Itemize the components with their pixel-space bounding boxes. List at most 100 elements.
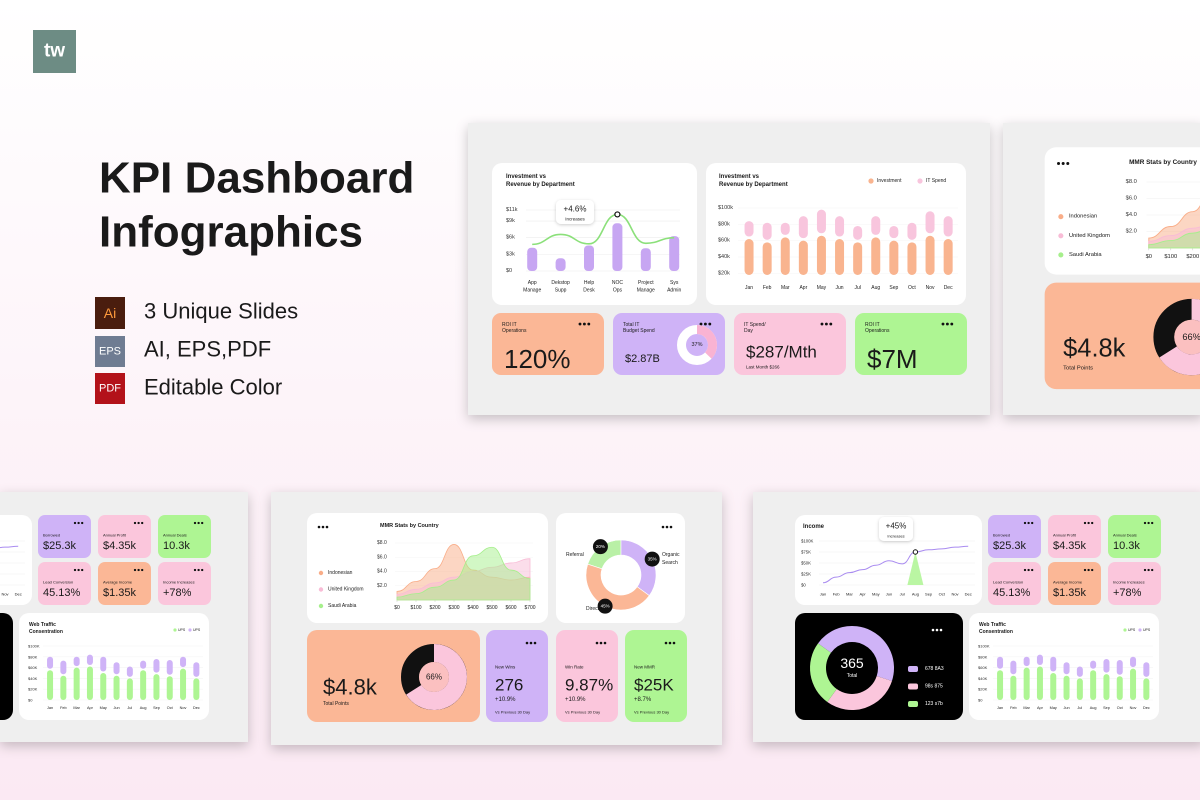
slide-content: MMR Stats by Country Indonesian United Kin…: [1044, 147, 1200, 390]
bar: [100, 673, 107, 700]
menu-dots: [820, 322, 833, 326]
legend-label: 98s 875: [925, 684, 943, 690]
y-tick-label: $6.0: [377, 554, 387, 560]
feature: Editable Color: [144, 375, 282, 400]
bar: [193, 662, 200, 677]
legend-label: Saudi Arabia: [1069, 252, 1102, 258]
dot: [1027, 521, 1030, 525]
y-tick-label: $0: [28, 698, 33, 703]
menu-dots: [1023, 568, 1034, 572]
bar: [1090, 660, 1097, 669]
dot: [1091, 568, 1094, 572]
badge-label: PDF: [99, 383, 121, 395]
legend-swatch: [318, 603, 324, 609]
kpi-value: 10.3k: [163, 540, 190, 552]
kpi-label: Operations: [865, 328, 890, 334]
x-tick-label: Manage: [523, 288, 541, 294]
bar: [1130, 656, 1137, 668]
badge: [95, 297, 125, 329]
dot: [1151, 521, 1154, 525]
bar: [889, 225, 899, 239]
bar: [997, 670, 1004, 700]
dot: [1147, 568, 1150, 572]
dot: [945, 322, 949, 326]
y-tick-label: $80k: [718, 221, 730, 227]
y-tick-label: $40K: [28, 676, 38, 681]
x-tick-label: Dec: [193, 706, 200, 710]
donut-label: 37%: [691, 342, 702, 348]
dot: [193, 568, 197, 572]
dot: [941, 322, 945, 326]
kpi-label: Income Increases: [163, 580, 195, 585]
bar: [943, 216, 953, 237]
kpi-label: Average Income: [103, 580, 133, 585]
segment-name: Referral: [566, 552, 584, 558]
segment-name: Search: [662, 560, 678, 566]
bar: [925, 211, 935, 234]
x-tick-label: May: [817, 285, 827, 291]
slide-content: Income$100K$75K$50K$25K$0JanFebMarAprMay…: [0, 515, 211, 720]
x-tick-label: $600: [505, 605, 516, 611]
bar: [1130, 668, 1137, 700]
bar: [86, 666, 93, 700]
x-tick-label: Admin: [667, 288, 681, 294]
bar: [835, 216, 845, 237]
donut-label: 45%: [601, 604, 610, 609]
bar: [853, 242, 863, 275]
kpi-label: IT Spend/: [744, 322, 766, 328]
x-tick-label: Feb: [60, 706, 67, 710]
menu-dots: [661, 525, 673, 529]
chart-title: Web Traffic: [979, 622, 1006, 628]
bar: [100, 656, 107, 672]
kpi-note: Vs Previous 30 Day: [634, 710, 669, 715]
kpi-label: Borrowed: [43, 533, 60, 538]
bar: [1050, 673, 1057, 700]
dot: [1031, 521, 1034, 525]
badge: [95, 336, 125, 367]
x-tick-label: Oct: [939, 592, 946, 597]
legend-swatch: [318, 570, 324, 576]
dot: [141, 568, 144, 572]
x-tick-label: Desk: [583, 288, 595, 294]
dot: [672, 641, 676, 645]
dot: [950, 322, 954, 326]
legend-label: UPS: [193, 628, 201, 632]
x-tick-label: Oct: [167, 706, 174, 710]
kpi-value: $1.35k: [1053, 587, 1087, 599]
kpi-value: $4.35k: [1053, 540, 1087, 552]
x-tick-label: Jan: [47, 706, 53, 710]
donut-label: 66%: [426, 673, 442, 682]
menu-dots: [595, 641, 607, 645]
badge-label: Ai: [104, 305, 116, 321]
legend-label: 123 s7b: [925, 701, 943, 707]
x-tick-label: $0: [1146, 254, 1152, 260]
x-tick-label: Jul: [900, 592, 905, 597]
bar: [943, 239, 953, 275]
y-tick-label: $11k: [506, 207, 518, 213]
legend-swatch: [188, 628, 192, 632]
callout-label: Increases: [887, 534, 904, 539]
x-tick-label: Apr: [87, 706, 94, 710]
bar: [47, 670, 54, 700]
bar: [1116, 676, 1123, 700]
card: [734, 313, 846, 375]
kpi-label: Income Increases: [1113, 580, 1145, 585]
x-tick-label: Dec: [944, 285, 953, 291]
menu-dots: [317, 525, 329, 529]
card: [1108, 515, 1161, 558]
card: [1048, 562, 1101, 605]
bar: [1076, 666, 1083, 677]
x-tick-label: Jan: [745, 285, 753, 291]
card: [1048, 515, 1101, 558]
segment-name: Direct: [586, 606, 600, 612]
dot: [1151, 568, 1154, 572]
y-tick-label: $100K: [28, 644, 40, 649]
kpi-value: $2.87B: [625, 353, 660, 365]
x-tick-label: $400: [467, 605, 478, 611]
donut-hole: [419, 662, 449, 692]
y-tick-label: $50K: [801, 561, 811, 566]
area: [1148, 230, 1200, 249]
x-tick-label: $500: [486, 605, 497, 611]
kpi-note: Vs Previous 30 Day: [565, 710, 600, 715]
bar: [60, 675, 67, 700]
